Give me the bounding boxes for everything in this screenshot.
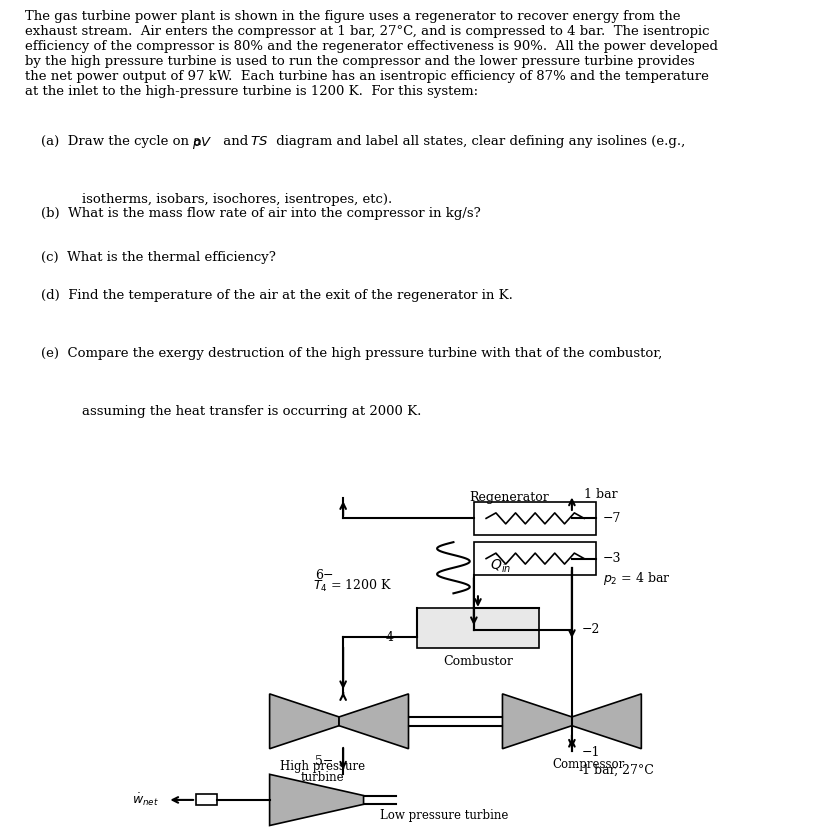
FancyBboxPatch shape <box>474 542 596 575</box>
Text: −1: −1 <box>582 746 600 759</box>
Text: and: and <box>219 135 252 148</box>
Text: (b)  What is the mass flow rate of air into the compressor in kg/s?: (b) What is the mass flow rate of air in… <box>41 207 480 220</box>
Text: 1 bar: 1 bar <box>584 488 618 501</box>
Text: −3: −3 <box>603 552 622 565</box>
Text: 5−: 5− <box>315 755 333 768</box>
Text: $TS$: $TS$ <box>250 135 268 148</box>
Polygon shape <box>270 774 364 825</box>
Polygon shape <box>502 694 572 749</box>
FancyBboxPatch shape <box>417 608 539 648</box>
Text: −2: −2 <box>582 623 600 637</box>
Text: (c)  What is the thermal efficiency?: (c) What is the thermal efficiency? <box>41 251 275 263</box>
Text: (a)  Draw the cycle on a: (a) Draw the cycle on a <box>41 135 205 148</box>
Text: 4−: 4− <box>386 631 404 644</box>
Text: diagram and label all states, clear defining any isolines (e.g.,: diagram and label all states, clear defi… <box>272 135 685 148</box>
Polygon shape <box>270 694 339 749</box>
Text: (e)  Compare the exergy destruction of the high pressure turbine with that of th: (e) Compare the exergy destruction of th… <box>41 347 662 360</box>
Text: turbine: turbine <box>301 770 345 784</box>
FancyBboxPatch shape <box>474 502 596 535</box>
Text: (d)  Find the temperature of the air at the exit of the regenerator in K.: (d) Find the temperature of the air at t… <box>41 289 513 302</box>
Text: Compressor: Compressor <box>552 758 624 771</box>
Text: 1 bar, 27°C: 1 bar, 27°C <box>582 764 654 776</box>
Polygon shape <box>572 694 641 749</box>
Text: $T_4$ = 1200 K: $T_4$ = 1200 K <box>313 578 392 594</box>
Text: Low pressure turbine: Low pressure turbine <box>380 809 508 822</box>
Text: Regenerator: Regenerator <box>470 491 550 504</box>
Text: assuming the heat transfer is occurring at 2000 K.: assuming the heat transfer is occurring … <box>82 405 421 418</box>
Text: Combustor: Combustor <box>443 656 513 668</box>
Text: −7: −7 <box>603 512 621 525</box>
Text: $\dot{w}_{net}$: $\dot{w}_{net}$ <box>132 792 159 809</box>
Polygon shape <box>339 694 408 749</box>
Text: isotherms, isobars, isochores, isentropes, etc).: isotherms, isobars, isochores, isentrope… <box>82 193 392 206</box>
Text: $\dot{Q}_{in}$: $\dot{Q}_{in}$ <box>490 553 511 574</box>
Text: High pressure: High pressure <box>280 760 365 773</box>
Text: $pV$: $pV$ <box>192 135 212 151</box>
Text: $p_2$ = 4 bar: $p_2$ = 4 bar <box>603 569 671 587</box>
Text: 6−: 6− <box>315 568 333 582</box>
FancyBboxPatch shape <box>196 794 217 805</box>
Text: The gas turbine power plant is shown in the figure uses a regenerator to recover: The gas turbine power plant is shown in … <box>25 10 717 97</box>
